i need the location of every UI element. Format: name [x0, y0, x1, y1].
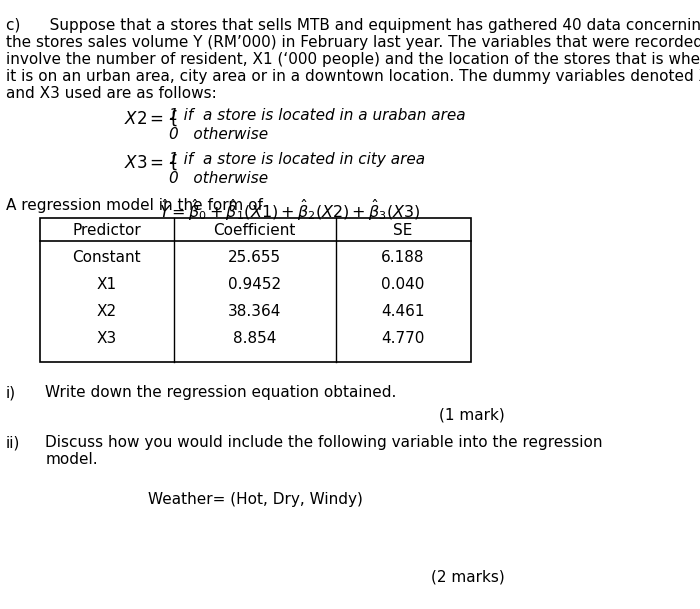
Text: 4.770: 4.770 [382, 331, 425, 346]
Text: (1 mark): (1 mark) [439, 407, 505, 422]
Text: $X3 = \{$: $X3 = \{$ [124, 152, 178, 172]
Text: 0.9452: 0.9452 [228, 277, 281, 292]
Text: Discuss how you would include the following variable into the regression: Discuss how you would include the follow… [46, 435, 603, 450]
Text: 8.854: 8.854 [233, 331, 276, 346]
Text: (2 marks): (2 marks) [431, 570, 505, 585]
Text: X2: X2 [97, 304, 117, 319]
Text: 38.364: 38.364 [228, 304, 281, 319]
Text: Constant: Constant [73, 250, 141, 265]
Text: the stores sales volume Y (RM’000) in February last year. The variables that wer: the stores sales volume Y (RM’000) in Fe… [6, 35, 700, 50]
Text: 0.040: 0.040 [382, 277, 425, 292]
Text: Coefficient: Coefficient [214, 223, 296, 238]
Text: X3: X3 [97, 331, 117, 346]
Text: $X2 = \{$: $X2 = \{$ [124, 108, 178, 127]
Bar [40, 218, 470, 362]
Text: $\hat{Y} = \hat{\beta}_0 + \hat{\beta}_1(X1) + \hat{\beta}_2(X2) + \hat{\beta}_3: $\hat{Y} = \hat{\beta}_0 + \hat{\beta}_1… [159, 198, 421, 223]
Text: 1 if  a store is located in city area: 1 if a store is located in city area [169, 152, 426, 167]
Text: i): i) [6, 385, 16, 400]
Text: 4.461: 4.461 [382, 304, 425, 319]
Text: c)      Suppose that a stores that sells MTB and equipment has gathered 40 data : c) Suppose that a stores that sells MTB … [6, 18, 700, 33]
Text: Weather= (Hot, Dry, Windy): Weather= (Hot, Dry, Windy) [148, 492, 363, 507]
Text: Predictor: Predictor [73, 223, 141, 238]
Text: involve the number of resident, X1 (‘000 people) and the location of the stores : involve the number of resident, X1 (‘000… [6, 52, 700, 67]
Text: X1: X1 [97, 277, 117, 292]
Text: SE: SE [393, 223, 413, 238]
Text: model.: model. [46, 452, 98, 467]
Text: 25.655: 25.655 [228, 250, 281, 265]
Text: 1 if  a store is located in a uraban area: 1 if a store is located in a uraban area [169, 108, 466, 123]
Text: it is on an urban area, city area or in a downtown location. The dummy variables: it is on an urban area, city area or in … [6, 69, 700, 84]
Text: 6.188: 6.188 [382, 250, 425, 265]
Text: Write down the regression equation obtained.: Write down the regression equation obtai… [46, 385, 397, 400]
Text: 0   otherwise: 0 otherwise [169, 171, 268, 186]
Text: A regression model in the form of: A regression model in the form of [6, 198, 267, 213]
Text: ii): ii) [6, 435, 20, 450]
Text: 0   otherwise: 0 otherwise [169, 127, 268, 142]
Text: and X3 used are as follows:: and X3 used are as follows: [6, 86, 216, 101]
